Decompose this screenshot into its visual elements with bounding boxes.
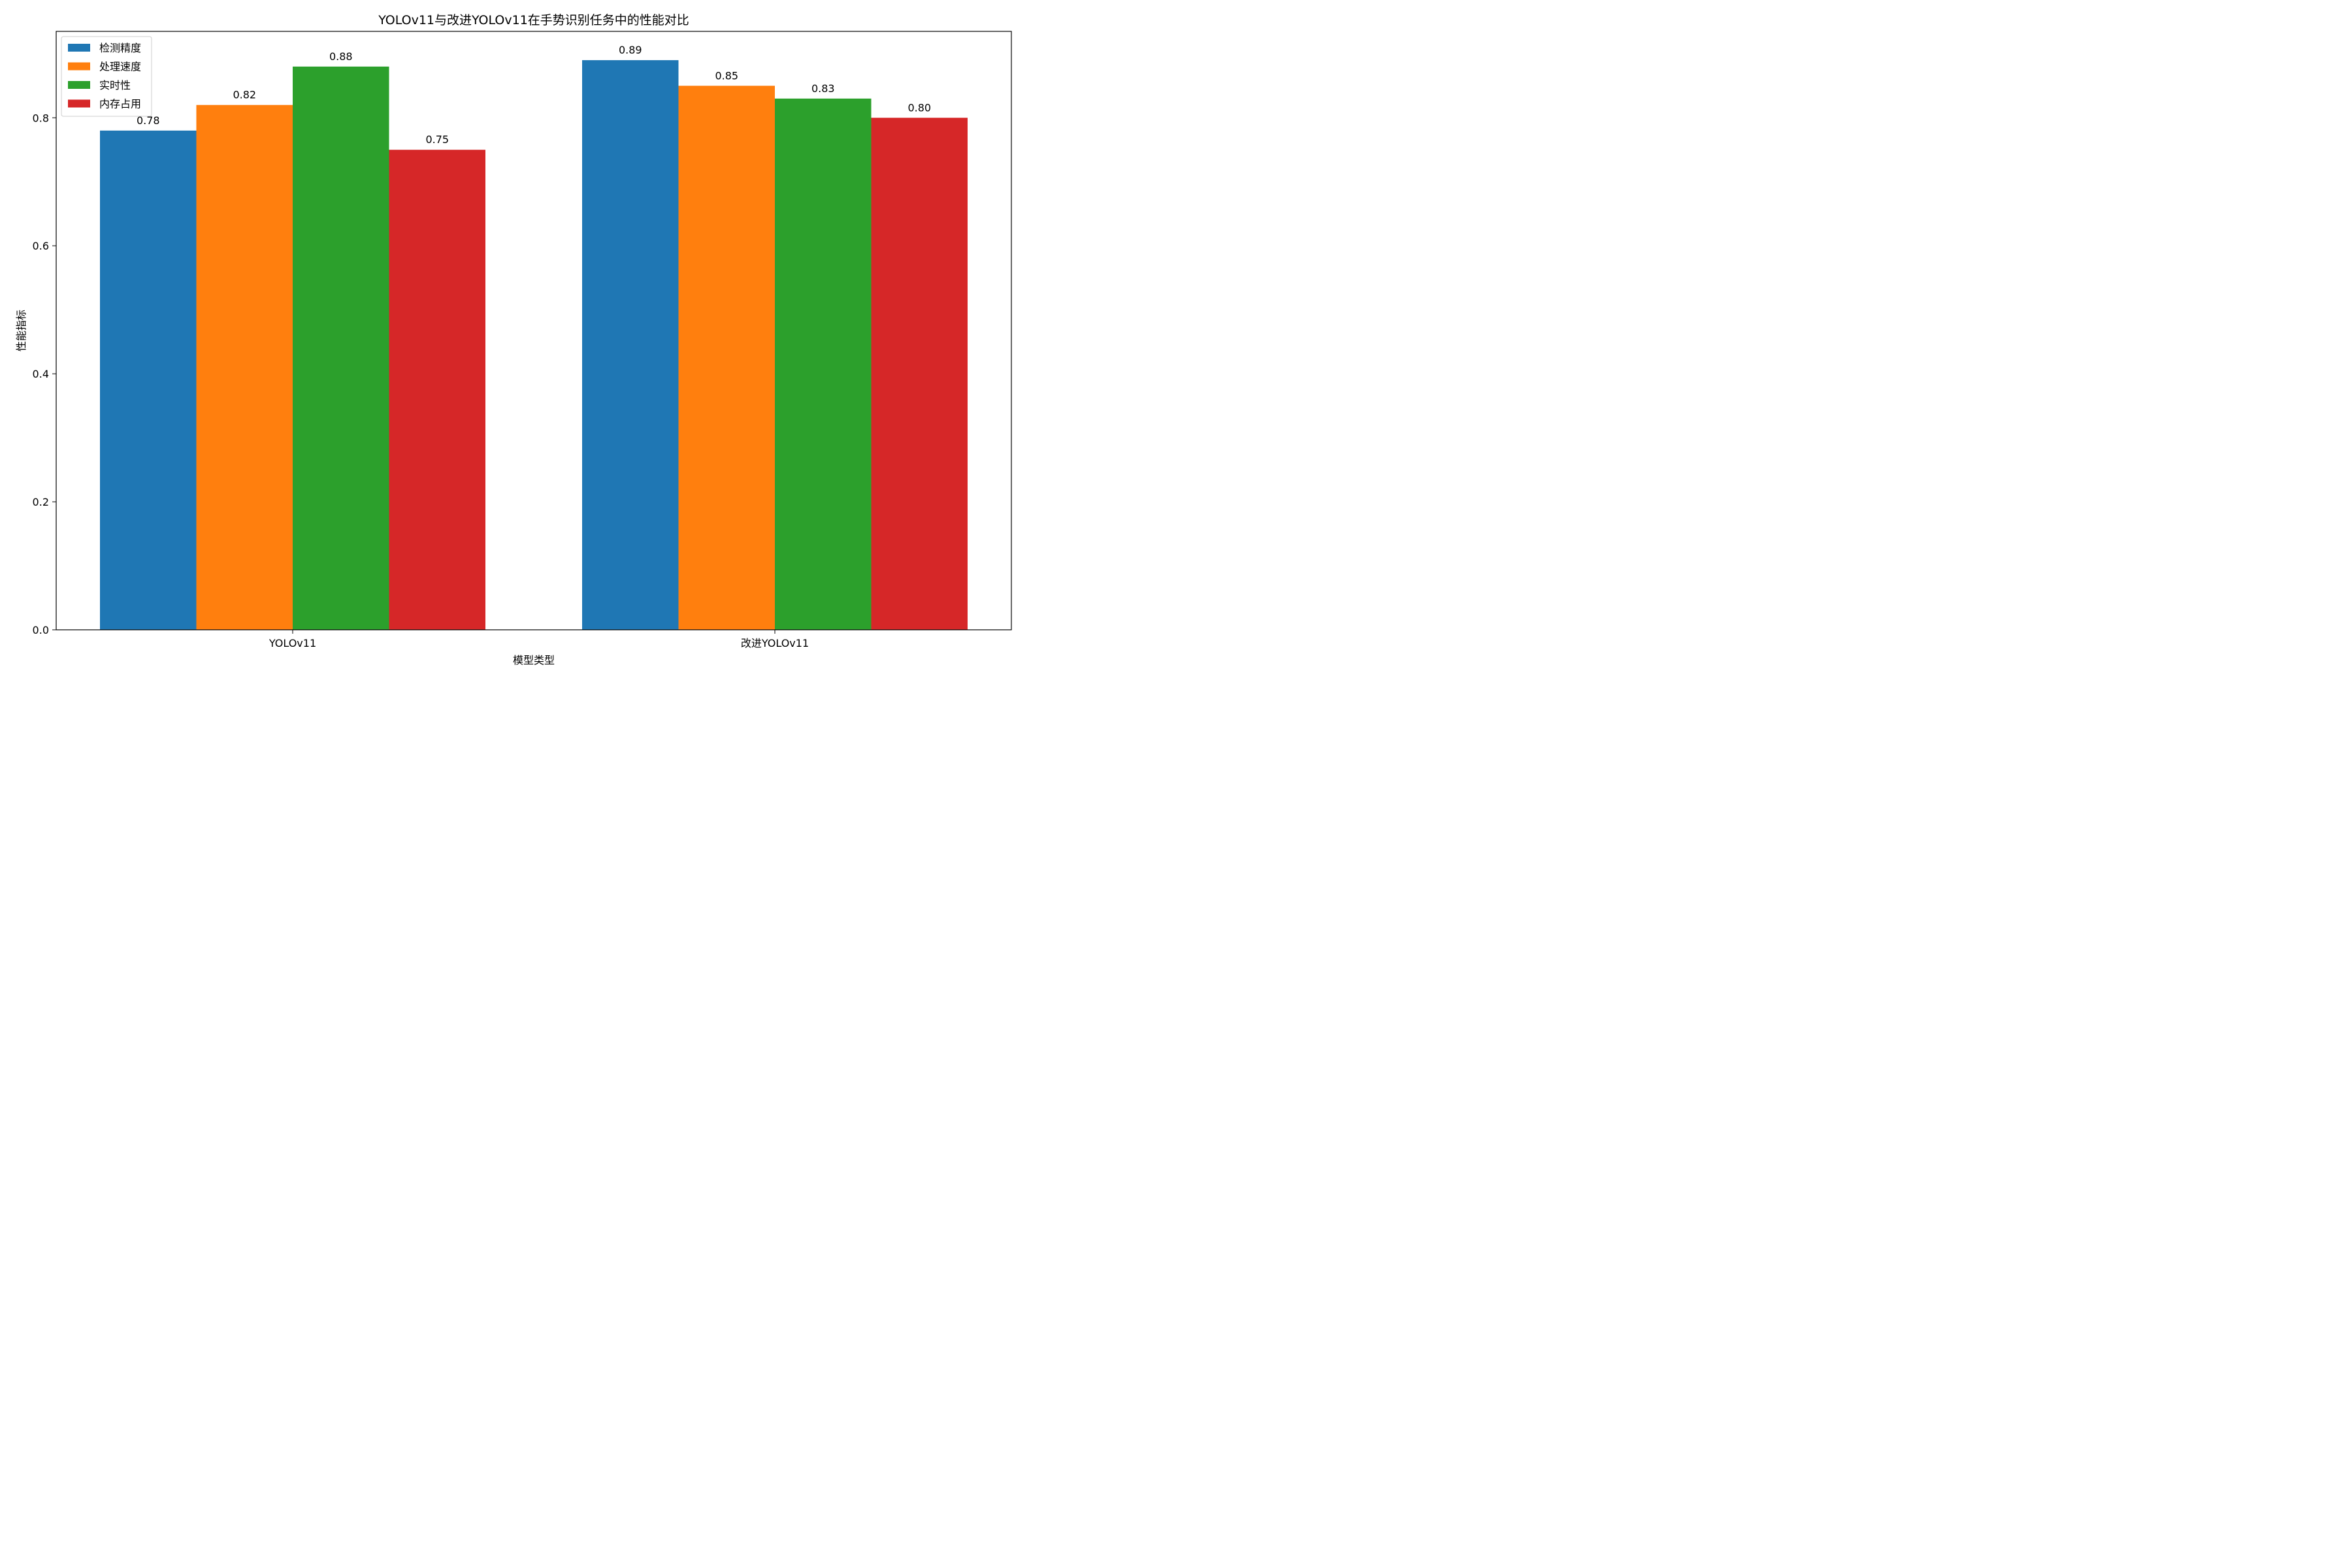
legend-label-1: 处理速度 xyxy=(99,61,141,73)
legend-swatch-0 xyxy=(68,44,90,52)
y-tick-label-4: 0.8 xyxy=(33,112,49,124)
y-tick-label-3: 0.6 xyxy=(33,240,49,252)
plot-area: 0.78 0.89 0.82 0.85 0.88 0.83 0.75 0.80 0.0 0.2 0.… xyxy=(33,31,1012,649)
y-axis-label: 性能指标 xyxy=(15,310,27,351)
legend-swatch-3 xyxy=(68,99,90,108)
data-label-1-0: 0.82 xyxy=(233,89,256,101)
data-label-3-1: 0.80 xyxy=(907,101,931,114)
data-label-1-1: 0.85 xyxy=(715,69,738,82)
x-tick-label-0: YOLOv11 xyxy=(269,637,316,649)
x-tick-label-1: 改进YOLOv11 xyxy=(741,637,809,649)
legend-label-3: 内存占用 xyxy=(99,98,141,110)
legend-label-2: 实时性 xyxy=(99,79,131,91)
data-label-0-0: 0.78 xyxy=(137,114,160,127)
bar-1-1 xyxy=(678,86,775,630)
data-label-3-0: 0.75 xyxy=(425,133,449,146)
legend-label-0: 检测精度 xyxy=(99,42,141,54)
y-tick-label-0: 0.0 xyxy=(33,624,49,636)
bar-chart: YOLOv11与改进YOLOv11在手势识别任务中的性能对比 0.780.890… xyxy=(0,0,1022,678)
bar-0-1 xyxy=(582,60,679,630)
axes-frame xyxy=(56,31,1012,630)
chart-title: YOLOv11与改进YOLOv11在手势识别任务中的性能对比 xyxy=(378,13,689,27)
bar-3-0 xyxy=(389,150,485,630)
bar-0-0 xyxy=(100,130,197,630)
data-label-2-1: 0.83 xyxy=(811,82,835,95)
data-label-2-0: 0.88 xyxy=(329,50,353,63)
bar-3-1 xyxy=(871,118,968,630)
legend-swatch-1 xyxy=(68,62,90,71)
y-tick-label-1: 0.2 xyxy=(33,496,49,508)
bar-2-0 xyxy=(293,66,389,630)
legend-swatch-2 xyxy=(68,81,90,89)
x-axis-label: 模型类型 xyxy=(513,654,555,666)
legend-box xyxy=(61,36,152,117)
bar-1-0 xyxy=(196,105,293,630)
data-label-0-1: 0.89 xyxy=(619,44,642,56)
y-tick-label-2: 0.4 xyxy=(33,368,49,380)
bar-2-1 xyxy=(775,98,872,630)
